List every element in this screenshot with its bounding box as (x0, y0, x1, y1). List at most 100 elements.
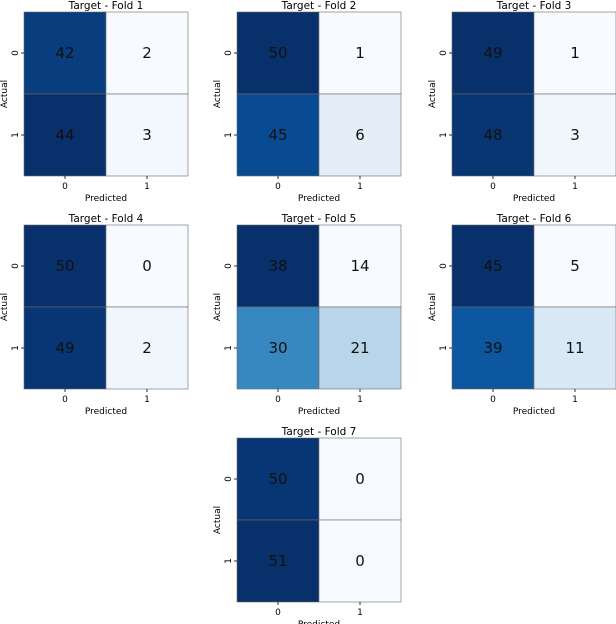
cell-1-1 (318, 306, 402, 390)
y-tick-label: 1 (439, 345, 449, 351)
x-tick-label: 0 (62, 182, 68, 192)
y-tick-label: 1 (224, 558, 234, 564)
x-tick-label: 0 (490, 395, 496, 405)
cell-value-0-0: 50 (268, 44, 287, 62)
cell-value-1-0: 30 (268, 339, 287, 357)
y-tick-label: 0 (11, 50, 21, 56)
cell-1-1 (533, 306, 616, 390)
x-axis-label: Predicted (513, 194, 555, 204)
x-tick-label: 1 (572, 182, 578, 192)
heatmap-panel-6: 45 5 39 11 Target - Fold 6 0 1 0 1 Predicted Actua… (428, 213, 616, 417)
heatmap-panel-2: 50 1 45 6 Target - Fold 2 0 1 0 1 Predicted Actual (213, 0, 402, 204)
y-axis-label: Actual (428, 80, 438, 108)
x-tick-label: 1 (144, 182, 150, 192)
y-axis-label: Actual (0, 80, 10, 108)
heatmap-panel-1: 42 2 44 3 Target - Fold 1 0 1 0 1 Predicted Actual (0, 0, 189, 204)
cell-0-1 (318, 437, 402, 521)
cell-value-1-1: 3 (570, 126, 580, 144)
cell-value-1-0: 49 (55, 339, 74, 357)
cell-value-1-0: 44 (55, 126, 74, 144)
cell-value-0-0: 45 (483, 257, 502, 275)
x-tick-label: 0 (275, 608, 281, 618)
chart-title: Target - Fold 7 (281, 426, 357, 438)
cell-value-0-1: 0 (355, 470, 365, 488)
cell-0-0 (23, 11, 107, 95)
cell-0-0 (236, 437, 320, 521)
cell-0-0 (236, 224, 320, 308)
y-tick-label: 0 (224, 263, 234, 269)
x-tick-label: 1 (357, 608, 363, 618)
heatmap-panel-7: 50 0 51 0 Target - Fold 7 0 1 0 1 Predicted Actual (213, 426, 402, 624)
cell-value-0-0: 50 (268, 470, 287, 488)
cell-value-1-1: 0 (355, 552, 365, 570)
cell-value-0-1: 0 (142, 257, 152, 275)
y-tick-label: 0 (439, 50, 449, 56)
y-tick-label: 1 (11, 345, 21, 351)
cell-0-1 (318, 224, 402, 308)
x-tick-label: 1 (144, 395, 150, 405)
y-tick-label: 0 (224, 50, 234, 56)
chart-title: Target - Fold 5 (281, 213, 357, 225)
heatmap-panel-5: 38 14 30 21 Target - Fold 5 0 1 0 1 Predicted Actu… (213, 213, 402, 417)
x-axis-label: Predicted (298, 620, 340, 624)
heatmap-panel-4: 50 0 49 2 Target - Fold 4 0 1 0 1 Predicted Actual (0, 213, 189, 417)
x-axis-label: Predicted (298, 194, 340, 204)
y-axis-label: Actual (213, 293, 223, 321)
cell-1-1 (318, 93, 402, 177)
cell-1-1 (533, 93, 616, 177)
y-axis-label: Actual (213, 506, 223, 534)
cell-0-1 (533, 224, 616, 308)
cell-value-1-1: 6 (355, 126, 365, 144)
cell-1-1 (105, 93, 189, 177)
cell-value-0-1: 5 (570, 257, 580, 275)
cell-0-1 (105, 11, 189, 95)
chart-title: Target - Fold 6 (496, 213, 572, 225)
cell-value-0-0: 38 (268, 257, 287, 275)
cell-value-0-0: 42 (55, 44, 74, 62)
x-tick-label: 1 (357, 182, 363, 192)
y-axis-label: Actual (213, 80, 223, 108)
y-axis-label: Actual (0, 293, 10, 321)
cell-value-1-0: 45 (268, 126, 287, 144)
x-axis-label: Predicted (513, 407, 555, 417)
cell-value-0-1: 14 (350, 257, 369, 275)
y-tick-label: 1 (224, 132, 234, 138)
y-tick-label: 1 (439, 132, 449, 138)
cell-0-0 (23, 224, 107, 308)
cell-value-1-1: 11 (565, 339, 584, 357)
cell-value-1-0: 39 (483, 339, 502, 357)
x-tick-label: 0 (275, 182, 281, 192)
cell-value-0-0: 50 (55, 257, 74, 275)
x-tick-label: 0 (275, 395, 281, 405)
y-axis-label: Actual (428, 293, 438, 321)
cell-value-1-0: 48 (483, 126, 502, 144)
cell-value-0-1: 1 (355, 44, 365, 62)
chart-title: Target - Fold 2 (281, 0, 357, 12)
x-axis-label: Predicted (85, 407, 127, 417)
cell-0-1 (105, 224, 189, 308)
cell-value-1-0: 51 (268, 552, 287, 570)
cell-1-0 (236, 306, 320, 390)
cell-0-1 (533, 11, 616, 95)
y-tick-label: 0 (11, 263, 21, 269)
heatmap-panel-3: 49 1 48 3 Target - Fold 3 0 1 0 1 Predicted Actual (428, 0, 616, 204)
cell-1-1 (105, 306, 189, 390)
chart-title: Target - Fold 1 (68, 0, 144, 12)
chart-title: Target - Fold 3 (496, 0, 572, 12)
cell-1-1 (318, 519, 402, 603)
x-tick-label: 1 (357, 395, 363, 405)
cell-0-1 (318, 11, 402, 95)
cell-1-0 (451, 93, 535, 177)
cell-value-0-1: 1 (570, 44, 580, 62)
y-tick-label: 0 (439, 263, 449, 269)
cell-1-0 (23, 93, 107, 177)
cell-value-1-1: 3 (142, 126, 152, 144)
y-tick-label: 1 (11, 132, 21, 138)
x-tick-label: 0 (490, 182, 496, 192)
cell-1-0 (23, 306, 107, 390)
cell-value-0-0: 49 (483, 44, 502, 62)
cell-1-0 (236, 93, 320, 177)
x-axis-label: Predicted (298, 407, 340, 417)
chart-title: Target - Fold 4 (68, 213, 144, 225)
